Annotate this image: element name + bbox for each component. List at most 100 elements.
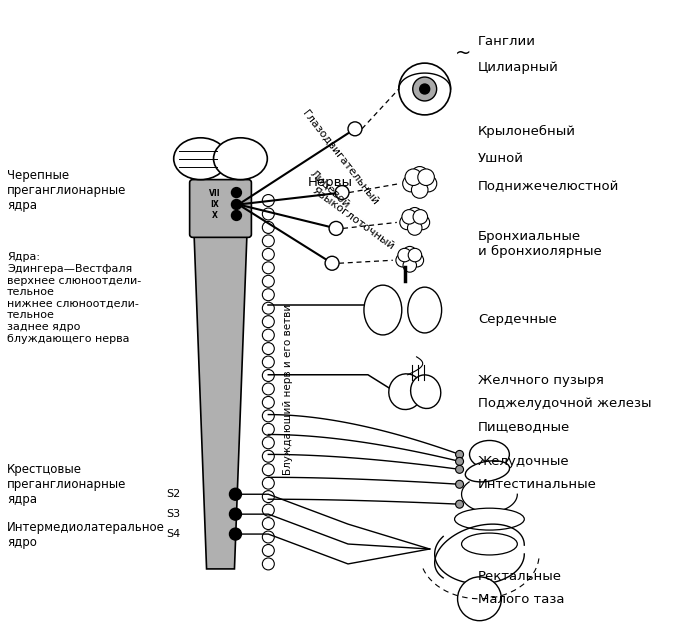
- Ellipse shape: [466, 461, 510, 482]
- Text: Ядра:
Эдингера—Вестфаля
верхнее слюноотдели-
тельное
нижнее слюноотдели-
тельное: Ядра: Эдингера—Вестфаля верхнее слюноотд…: [7, 252, 141, 344]
- Text: Языкоглоточный: Языкоглоточный: [310, 185, 396, 252]
- Text: Крылонебный: Крылонебный: [478, 125, 576, 137]
- Circle shape: [232, 188, 242, 197]
- Circle shape: [232, 199, 242, 210]
- Circle shape: [410, 254, 424, 267]
- Ellipse shape: [461, 533, 517, 555]
- Text: Малого таза: Малого таза: [478, 593, 565, 606]
- Text: Пищеводные: Пищеводные: [478, 420, 570, 433]
- Circle shape: [411, 181, 428, 198]
- Text: Желудочные: Желудочные: [478, 455, 570, 468]
- Circle shape: [335, 185, 349, 199]
- Circle shape: [396, 254, 409, 267]
- Circle shape: [262, 518, 274, 530]
- Ellipse shape: [408, 287, 442, 333]
- Text: Бронхиальные
и бронхиолярные: Бронхиальные и бронхиолярные: [478, 230, 602, 258]
- Text: Нервы: Нервы: [308, 176, 353, 189]
- Circle shape: [415, 215, 430, 229]
- Circle shape: [413, 77, 437, 101]
- Polygon shape: [193, 196, 248, 569]
- Circle shape: [230, 488, 242, 500]
- Circle shape: [405, 169, 422, 185]
- Text: S4: S4: [166, 529, 181, 539]
- Circle shape: [408, 249, 422, 262]
- Text: Поджелудочной железы: Поджелудочной железы: [478, 397, 652, 410]
- Circle shape: [262, 544, 274, 557]
- Circle shape: [230, 508, 242, 520]
- Text: Сердечные: Сердечные: [478, 313, 557, 326]
- FancyBboxPatch shape: [190, 180, 251, 237]
- Circle shape: [403, 247, 417, 260]
- Text: X: X: [211, 211, 218, 220]
- Ellipse shape: [174, 138, 228, 180]
- Text: Интермедиолатеральное
ядро: Интермедиолатеральное ядро: [7, 521, 165, 549]
- Circle shape: [262, 235, 274, 247]
- Text: Черепные
преганглионарные
ядра: Черепные преганглионарные ядра: [7, 169, 126, 212]
- Circle shape: [456, 481, 463, 488]
- Circle shape: [400, 215, 415, 229]
- Ellipse shape: [470, 440, 510, 468]
- Circle shape: [262, 302, 274, 314]
- Circle shape: [262, 558, 274, 570]
- Circle shape: [262, 208, 274, 220]
- Circle shape: [232, 210, 242, 220]
- Circle shape: [329, 222, 343, 235]
- Text: Цилиарный: Цилиарный: [478, 61, 559, 73]
- Ellipse shape: [410, 375, 440, 408]
- Text: Поднижечелюстной: Поднижечелюстной: [478, 180, 620, 193]
- Circle shape: [262, 356, 274, 368]
- Text: Ушной: Ушной: [478, 152, 524, 165]
- Circle shape: [262, 289, 274, 301]
- Circle shape: [456, 458, 463, 465]
- Text: Желчного пузыря: Желчного пузыря: [478, 374, 604, 387]
- Circle shape: [420, 175, 437, 192]
- Circle shape: [419, 84, 430, 94]
- Text: Лицевой: Лицевой: [308, 167, 352, 210]
- Circle shape: [325, 256, 339, 270]
- Text: Крестцовые
преганглионарные
ядра: Крестцовые преганглионарные ядра: [7, 463, 126, 506]
- Text: VII: VII: [209, 189, 221, 198]
- Circle shape: [262, 194, 274, 206]
- Circle shape: [262, 249, 274, 260]
- Circle shape: [262, 450, 274, 462]
- Circle shape: [262, 491, 274, 503]
- Ellipse shape: [389, 374, 423, 410]
- Circle shape: [262, 477, 274, 489]
- Circle shape: [418, 169, 434, 185]
- Circle shape: [458, 577, 501, 620]
- Text: IX: IX: [210, 200, 219, 209]
- Circle shape: [408, 220, 422, 235]
- Circle shape: [456, 450, 463, 458]
- Text: Глазодвигательный: Глазодвигательный: [300, 108, 380, 207]
- Circle shape: [262, 222, 274, 233]
- Text: ~: ~: [454, 44, 471, 63]
- Circle shape: [262, 410, 274, 422]
- Circle shape: [262, 437, 274, 449]
- Circle shape: [262, 262, 274, 273]
- Circle shape: [262, 531, 274, 543]
- Circle shape: [403, 259, 417, 272]
- Circle shape: [262, 383, 274, 395]
- Circle shape: [262, 275, 274, 288]
- Text: Блуждающий нерв и его ветви: Блуждающий нерв и его ветви: [283, 304, 293, 475]
- Circle shape: [348, 122, 362, 136]
- Circle shape: [262, 343, 274, 355]
- Circle shape: [403, 175, 419, 192]
- Text: Ганглии: Ганглии: [478, 35, 536, 48]
- Circle shape: [262, 329, 274, 341]
- Text: S3: S3: [167, 509, 181, 519]
- Circle shape: [262, 369, 274, 381]
- Circle shape: [262, 396, 274, 408]
- Circle shape: [262, 316, 274, 328]
- Circle shape: [413, 210, 428, 224]
- Circle shape: [456, 500, 463, 508]
- Circle shape: [456, 465, 463, 473]
- Text: Ректальные: Ректальные: [478, 570, 562, 583]
- Circle shape: [408, 208, 422, 222]
- Ellipse shape: [214, 138, 267, 180]
- Circle shape: [411, 167, 428, 183]
- Text: Интестинальные: Интестинальные: [478, 478, 597, 491]
- Circle shape: [230, 528, 242, 540]
- Ellipse shape: [364, 285, 402, 335]
- Circle shape: [262, 424, 274, 435]
